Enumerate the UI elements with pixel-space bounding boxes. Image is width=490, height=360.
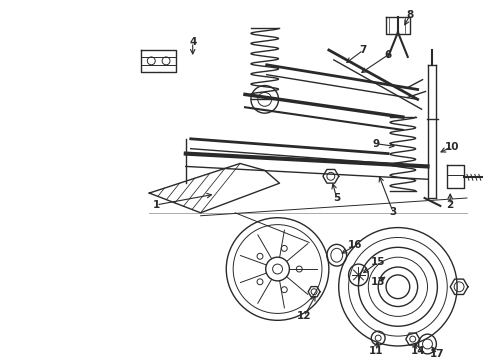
Text: 17: 17 xyxy=(430,349,445,359)
Text: 9: 9 xyxy=(373,139,380,149)
Text: 10: 10 xyxy=(445,142,460,152)
Text: 3: 3 xyxy=(390,207,396,217)
Text: 13: 13 xyxy=(371,277,386,287)
Text: 11: 11 xyxy=(369,346,384,356)
Text: 16: 16 xyxy=(348,240,363,250)
Text: 12: 12 xyxy=(297,311,312,321)
Text: 6: 6 xyxy=(385,50,392,60)
Text: 14: 14 xyxy=(410,346,425,356)
Text: 7: 7 xyxy=(360,45,367,55)
Text: 1: 1 xyxy=(152,200,160,210)
Text: 8: 8 xyxy=(406,10,414,21)
Text: 5: 5 xyxy=(333,193,341,203)
Text: 4: 4 xyxy=(189,37,196,47)
Text: 15: 15 xyxy=(371,257,386,267)
Text: 2: 2 xyxy=(446,200,454,210)
